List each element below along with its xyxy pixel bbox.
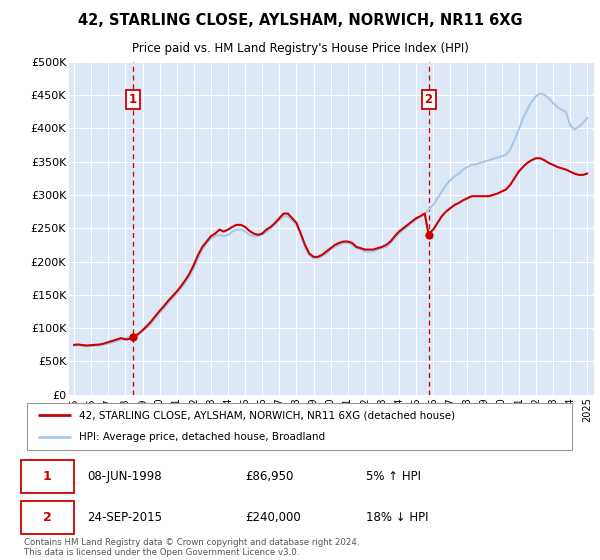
FancyBboxPatch shape [27,403,572,450]
FancyBboxPatch shape [21,501,74,534]
Text: 24-SEP-2015: 24-SEP-2015 [88,511,163,524]
Text: £240,000: £240,000 [245,511,301,524]
Text: 2: 2 [425,94,433,106]
Text: 1: 1 [43,470,52,483]
Text: 1: 1 [129,94,137,106]
FancyBboxPatch shape [21,460,74,493]
Text: £86,950: £86,950 [245,470,293,483]
Text: 08-JUN-1998: 08-JUN-1998 [88,470,162,483]
Text: HPI: Average price, detached house, Broadland: HPI: Average price, detached house, Broa… [79,432,325,442]
Text: 5% ↑ HPI: 5% ↑ HPI [366,470,421,483]
Text: 18% ↓ HPI: 18% ↓ HPI [366,511,429,524]
Text: Contains HM Land Registry data © Crown copyright and database right 2024.
This d: Contains HM Land Registry data © Crown c… [24,538,359,557]
Text: 2: 2 [43,511,52,524]
Text: 42, STARLING CLOSE, AYLSHAM, NORWICH, NR11 6XG (detached house): 42, STARLING CLOSE, AYLSHAM, NORWICH, NR… [79,410,455,421]
Text: Price paid vs. HM Land Registry's House Price Index (HPI): Price paid vs. HM Land Registry's House … [131,43,469,55]
Text: 42, STARLING CLOSE, AYLSHAM, NORWICH, NR11 6XG: 42, STARLING CLOSE, AYLSHAM, NORWICH, NR… [77,13,523,28]
